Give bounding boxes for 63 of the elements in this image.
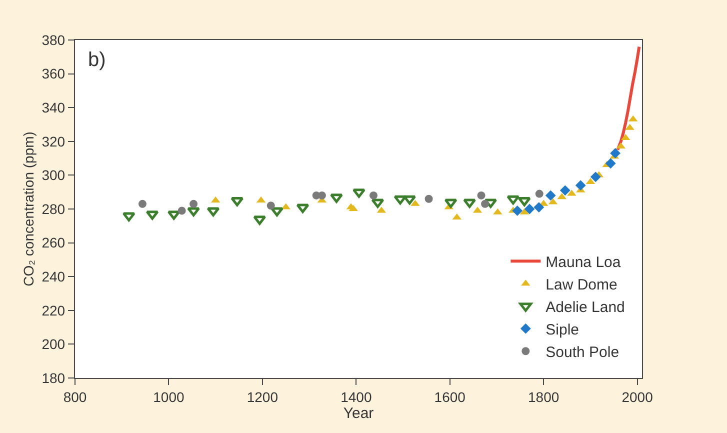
x-tick-label: 1000 <box>153 388 184 405</box>
point <box>178 206 186 215</box>
point <box>477 191 486 200</box>
point <box>296 204 310 214</box>
point <box>352 188 366 198</box>
legend-label: Law Dome <box>546 276 618 294</box>
point <box>484 198 498 208</box>
point <box>590 172 601 182</box>
point <box>266 202 275 210</box>
point <box>506 195 520 205</box>
y-tick-label: 380 <box>42 32 66 48</box>
point <box>370 191 378 200</box>
y-tick-label: 280 <box>42 200 66 217</box>
point <box>444 198 458 208</box>
point <box>230 197 244 206</box>
point <box>138 200 146 208</box>
x-tick-label: 1800 <box>528 388 560 405</box>
y-tick-label: 180 <box>42 370 66 386</box>
y-tick-label: 360 <box>42 66 66 82</box>
y-tick-label: 200 <box>42 336 66 352</box>
y-tick-label: 340 <box>42 100 66 116</box>
point <box>535 190 544 198</box>
y-tick-label: 320 <box>42 133 66 150</box>
point <box>146 210 159 220</box>
point <box>394 195 407 205</box>
point <box>167 210 180 220</box>
point <box>575 180 586 191</box>
y-tick-label: 220 <box>42 302 66 318</box>
legend-label: Adelie Land <box>546 298 625 316</box>
point <box>524 204 535 214</box>
point <box>206 207 220 216</box>
point <box>481 200 490 208</box>
legend-label: Siple <box>546 321 580 338</box>
point <box>610 148 620 158</box>
point <box>187 207 200 216</box>
x-tick-label: 1600 <box>434 388 466 405</box>
point <box>371 198 384 208</box>
point <box>605 158 616 169</box>
legend-label: Mauna Loa <box>546 254 622 271</box>
point <box>122 212 136 222</box>
point <box>518 197 531 206</box>
point <box>424 194 433 203</box>
y-tick-label: 260 <box>42 234 66 251</box>
point <box>512 205 523 216</box>
x-tick-label: 1400 <box>340 388 372 405</box>
point <box>403 195 416 205</box>
point <box>534 202 544 213</box>
x-tick-label: 1200 <box>246 388 278 405</box>
x-tick-label: 2000 <box>622 388 654 405</box>
y-tick-label: 300 <box>42 167 66 184</box>
x-axis-title: Year <box>343 404 374 422</box>
point <box>560 185 570 196</box>
point <box>545 190 556 201</box>
point <box>190 200 198 208</box>
y-axis-title: CO₂ concentration (ppm) <box>20 132 36 286</box>
point <box>463 198 476 208</box>
point <box>330 194 343 203</box>
x-tick-label: 800 <box>63 388 87 405</box>
point <box>270 207 284 216</box>
point <box>253 216 266 225</box>
annotation: b) <box>88 49 106 71</box>
y-tick-label: 240 <box>42 268 66 284</box>
legend-label: South Pole <box>546 344 620 361</box>
